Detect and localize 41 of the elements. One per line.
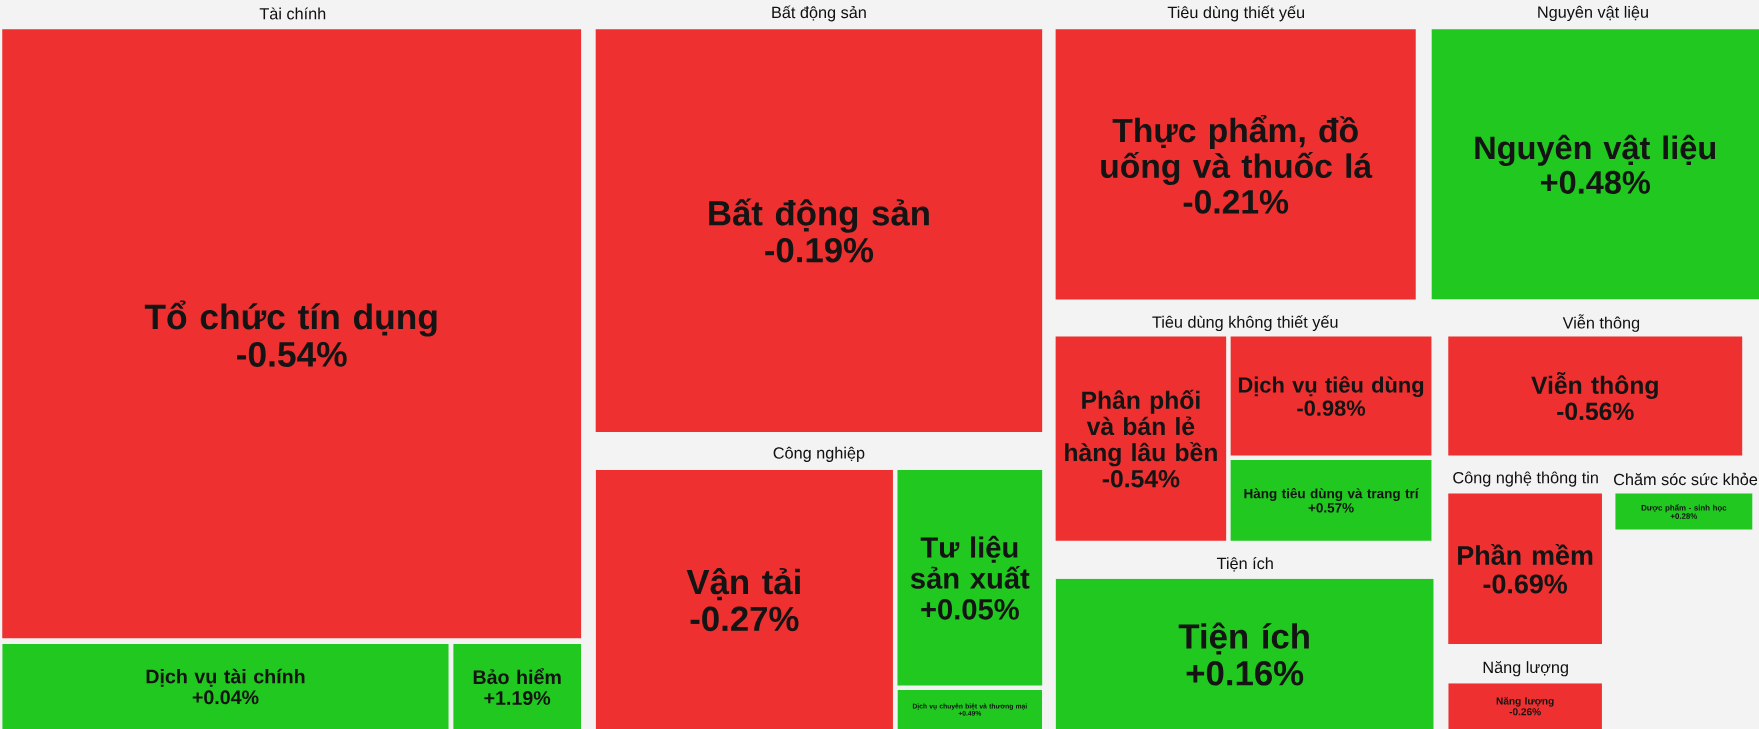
data-label: +0.16% [1186,660,1304,686]
category-label: Phần mềm [1458,543,1593,565]
category-label: Dịch vụ tài chính [146,668,305,687]
category-label: Dịch vụ tiêu dùng [1238,376,1424,398]
text: Công nghiệp [773,446,865,462]
data-label: -0.98% [1297,400,1366,416]
category-label: Tiện ích [1178,622,1309,655]
data-label: -0.56% [1557,402,1634,421]
category-label: Hàng tiêu dùng và trang trí [1244,488,1419,501]
category-label: Vận tải [686,567,800,601]
category-label: Tổ chức tín dụng [144,300,437,337]
category-label: Nguyên vật liệu [1475,134,1716,166]
category-label: Bảo hiểm [473,668,561,685]
category-label: Năng lượng [1496,696,1554,707]
data-label: -0.19% [765,237,874,263]
text: Tiện ích [1216,556,1273,572]
category-label: Tư liệu sản xuất [910,535,1030,589]
text: Tài chính [259,7,326,20]
data-label: -0.54% [237,341,347,367]
data-label: -0.21% [1183,189,1289,214]
category-label: Bất động sản [709,198,929,233]
text: Chăm sóc sức khỏe [1614,472,1758,486]
data-label: +0.57% [1308,502,1354,513]
text: Bất động sản [772,5,866,22]
text: Công nghệ thông tin [1453,471,1598,487]
data-label: -0.69% [1483,574,1568,594]
text: Nguyên vật liệu [1538,5,1648,21]
data-label: +0.04% [192,690,259,705]
text: Viễn thông [1562,314,1640,332]
category-label: Viễn thông [1531,371,1658,399]
data-label: -0.26% [1509,708,1541,716]
data-label: +1.19% [484,691,551,705]
category-label: Thực phẩm, đồ uống và thuốc lá [1101,114,1373,185]
data-label: -0.54% [1102,469,1180,488]
data-label: +0.48% [1540,170,1650,194]
data-label: -0.27% [690,606,799,632]
text: Năng lượng [1483,660,1568,677]
data-label: +0.05% [921,598,1019,620]
text: Tiêu dùng thiết yếu [1167,5,1305,22]
category-label: Phân phối và bán lẻ hàng lâu bền [1065,389,1217,467]
text: Tiêu dùng không thiết yếu [1152,315,1338,331]
